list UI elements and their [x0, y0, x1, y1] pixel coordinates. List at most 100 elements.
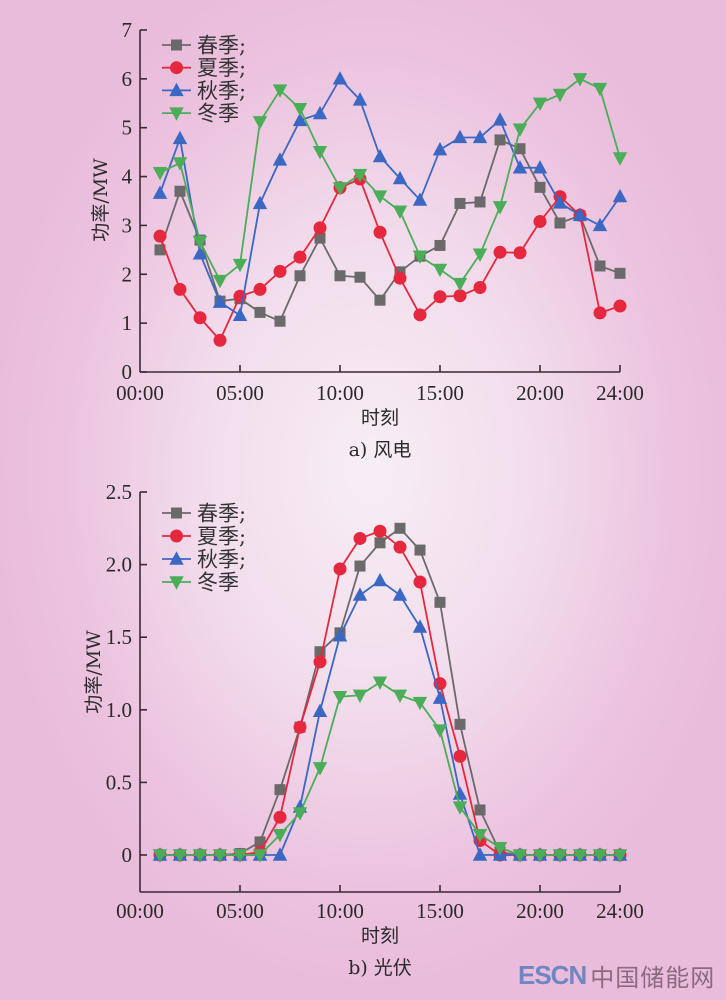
legend-label: 冬季 — [197, 102, 239, 126]
data-point-winter — [452, 801, 468, 815]
data-point-winter — [152, 849, 168, 863]
data-point-summer — [373, 524, 387, 538]
x-tick-label: 00:00 — [116, 381, 164, 405]
data-point-spring — [274, 784, 286, 796]
data-point-summer — [453, 289, 467, 303]
data-point-summer — [333, 562, 347, 576]
legend-label: 冬季 — [197, 571, 239, 595]
data-point-spring — [314, 232, 326, 244]
y-tick-label: 4 — [122, 165, 133, 189]
data-point-autumn — [472, 847, 488, 861]
y-axis-title: 功率/MW — [83, 630, 105, 714]
legend-item-winter: 冬季 — [162, 102, 239, 126]
x-tick-label: 20:00 — [516, 899, 564, 923]
legend-marker — [171, 507, 182, 519]
x-axis-title: 时刻 — [361, 925, 399, 947]
y-tick-label: 7 — [122, 18, 133, 42]
data-point-summer — [393, 540, 407, 554]
data-point-summer — [453, 749, 467, 763]
data-point-winter — [472, 248, 488, 262]
legend-item-autumn: 秋季; — [162, 79, 246, 103]
data-point-winter — [312, 762, 328, 776]
data-point-winter — [212, 849, 228, 863]
data-point-summer — [293, 250, 307, 264]
data-point-autumn — [312, 105, 328, 120]
legend-marker — [170, 61, 183, 75]
chart-caption: b) 光伏 — [348, 957, 412, 979]
data-point-winter — [572, 849, 588, 863]
data-point-autumn — [372, 148, 388, 163]
data-point-autumn — [532, 160, 548, 174]
legend-marker — [169, 107, 184, 121]
data-point-winter — [612, 152, 628, 166]
legend-item-summer: 夏季; — [162, 56, 246, 80]
legend-label: 夏季; — [197, 525, 246, 549]
data-point-summer — [193, 311, 207, 325]
y-tick-label: 0 — [122, 843, 133, 867]
y-tick-label: 2.5 — [106, 480, 132, 504]
series-summer — [153, 172, 627, 347]
data-point-autumn — [612, 188, 628, 203]
legend-marker — [169, 82, 184, 97]
data-point-winter — [352, 168, 368, 183]
data-point-spring — [454, 718, 466, 730]
x-axis-title: 时刻 — [361, 407, 399, 429]
data-point-spring — [474, 196, 486, 208]
data-point-summer — [173, 282, 187, 296]
data-point-winter — [292, 102, 308, 117]
data-point-autumn — [472, 129, 488, 144]
x-tick-label: 10:00 — [316, 899, 364, 923]
data-point-spring — [554, 217, 566, 229]
data-point-winter — [292, 807, 308, 821]
data-point-winter — [432, 724, 448, 738]
data-point-winter — [372, 676, 388, 690]
data-point-autumn — [312, 703, 328, 717]
data-point-autumn — [412, 192, 428, 206]
legend-label: 春季; — [197, 502, 246, 526]
legend-label: 夏季; — [197, 56, 246, 80]
x-tick-label: 10:00 — [316, 381, 364, 405]
y-tick-label: 3 — [122, 213, 133, 237]
chart-wind: 0 1 2 3 4 5 6 7 00:00 05:00 10:00 15:00 20:00 24:00 时刻… — [90, 18, 644, 461]
data-point-spring — [394, 522, 406, 534]
data-point-spring — [514, 143, 526, 155]
data-point-winter — [372, 190, 388, 204]
data-point-summer — [493, 245, 507, 259]
legend-marker — [171, 39, 182, 51]
data-point-winter — [332, 691, 348, 705]
data-point-autumn — [572, 207, 588, 221]
data-point-spring — [614, 267, 626, 279]
data-point-autumn — [192, 246, 208, 260]
data-point-summer — [413, 575, 427, 589]
legend-item-winter: 冬季 — [162, 571, 239, 595]
y-axis-title: 功率/MW — [90, 158, 112, 242]
data-point-spring — [474, 804, 486, 816]
data-point-spring — [174, 185, 186, 197]
data-point-winter — [172, 849, 188, 863]
data-point-winter — [232, 849, 248, 863]
data-point-winter — [412, 696, 428, 711]
series-line-autumn — [159, 77, 621, 317]
x-tick-label: 00:00 — [116, 899, 164, 923]
y-tick-label: 1 — [122, 311, 133, 335]
legend-marker — [170, 529, 183, 543]
data-point-spring — [314, 646, 326, 658]
data-point-autumn — [272, 152, 288, 166]
legend: 春季;夏季;秋季;冬季 — [162, 502, 246, 595]
data-point-spring — [354, 271, 366, 283]
x-tick-label: 24:00 — [596, 899, 644, 923]
data-point-spring — [354, 560, 366, 572]
data-point-autumn — [432, 142, 448, 156]
data-point-winter — [552, 88, 568, 103]
data-point-winter — [352, 689, 368, 703]
data-point-autumn — [372, 572, 388, 587]
data-point-summer — [273, 810, 287, 824]
data-point-spring — [434, 596, 446, 608]
data-point-winter — [272, 828, 288, 843]
data-point-autumn — [332, 71, 348, 85]
data-point-summer — [153, 229, 167, 243]
data-point-winter — [592, 82, 608, 97]
data-point-winter — [512, 849, 528, 863]
data-point-summer — [533, 215, 547, 229]
